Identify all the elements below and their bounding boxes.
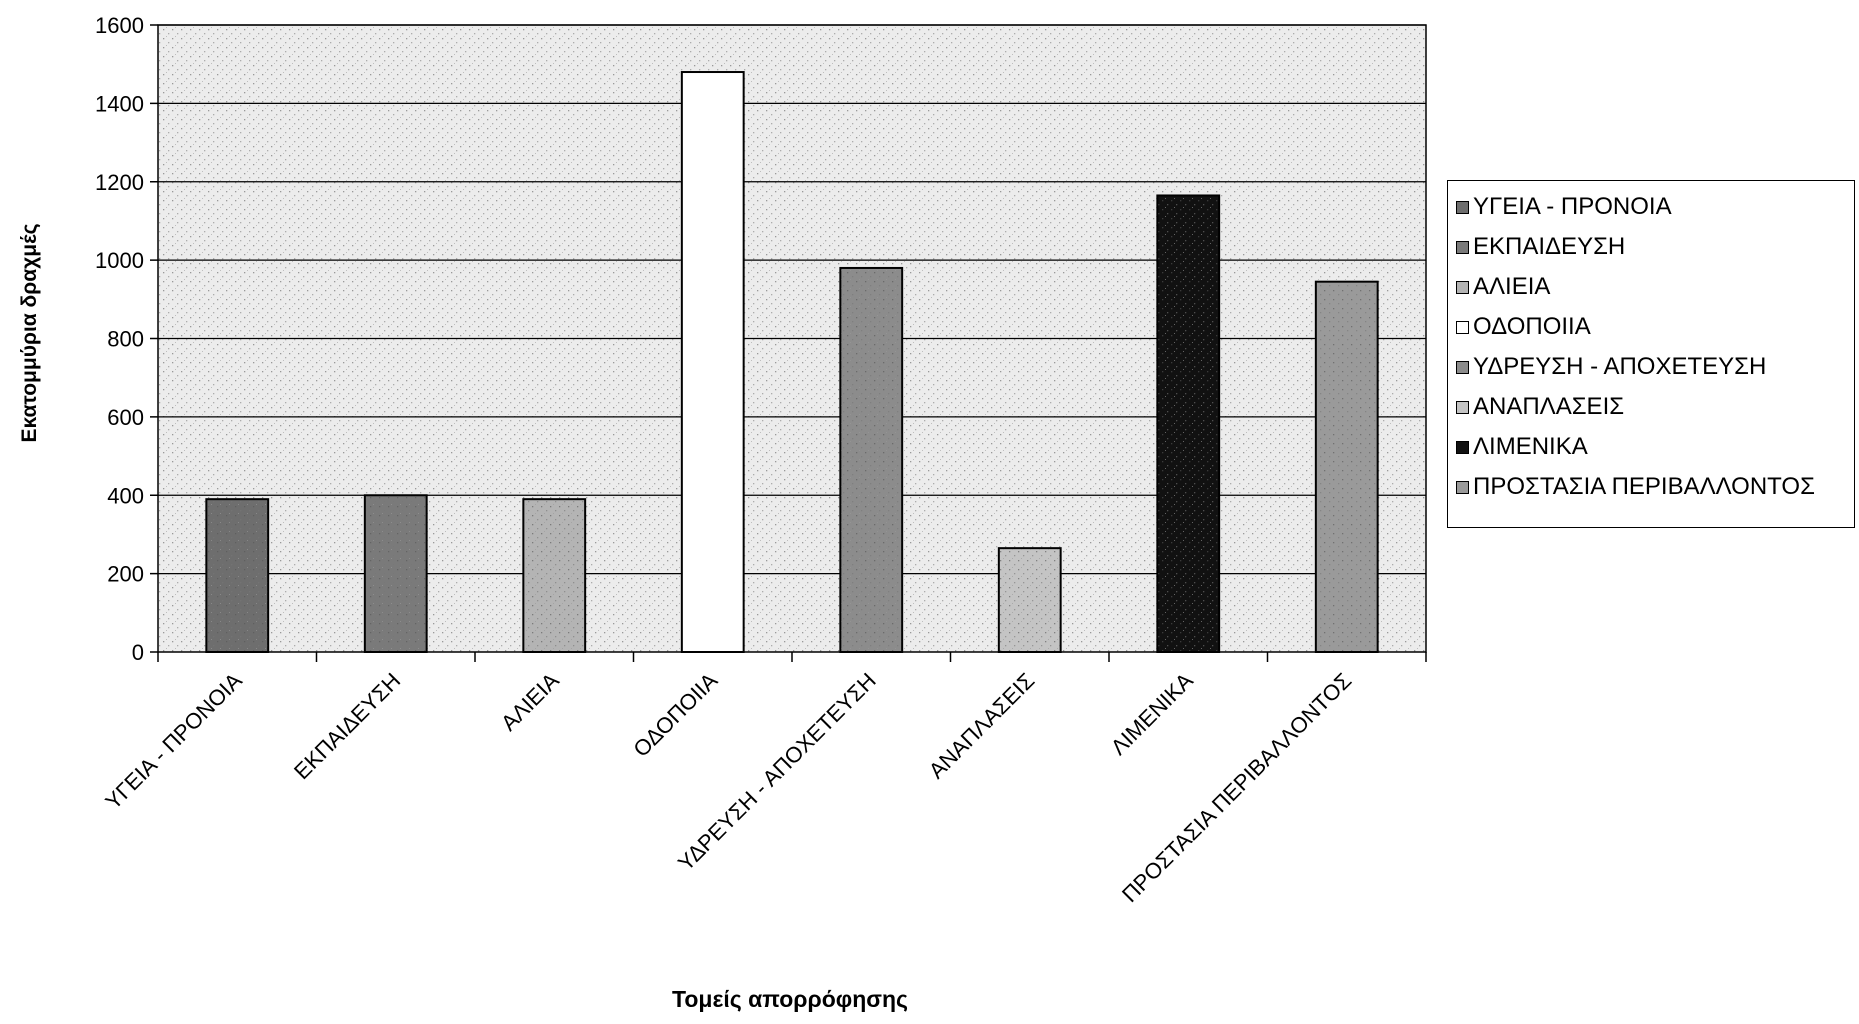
legend-swatch: [1456, 200, 1469, 214]
bar-texture: [841, 268, 902, 651]
legend-swatch: [1456, 480, 1469, 494]
legend-item: ΠΡΟΣΤΑΣΙΑ ΠΕΡΙΒΑΛΛΟΝΤΟΣ: [1456, 467, 1854, 507]
bar-texture: [365, 496, 426, 651]
legend-swatch: [1456, 360, 1469, 374]
legend: ΥΓΕΙΑ - ΠΡΟΝΟΙΑ ΕΚΠΑΙΔΕΥΣΗ ΑΛΙΕΙΑ ΟΔΟΠΟΙΙΑ Υ…: [1447, 180, 1855, 528]
x-tick-labels: ΥΓΕΙΑ - ΠΡΟΝΟΙΑ ΕΚΠΑΙΔΕΥΣΗ ΑΛΙΕΙΑ ΟΔΟΠΟΙΙΑΥ…: [100, 668, 1356, 908]
bars: [205, 71, 1379, 654]
y-tick-label: 1000: [95, 248, 144, 273]
y-tick-label: 200: [107, 562, 144, 587]
y-tick-label: 400: [107, 483, 144, 508]
bar-texture: [207, 500, 268, 651]
x-tick-label: ΥΓΕΙΑ - ΠΡΟΝΟΙΑ: [100, 668, 247, 815]
legend-label: ΟΔΟΠΟΙΙΑ: [1473, 313, 1591, 340]
bar-texture: [1316, 282, 1377, 651]
x-tick-label: ΑΛΙΕΙΑ: [496, 668, 564, 736]
x-tick-label: ΕΚΠΑΙΔΕΥΣΗ: [289, 668, 405, 784]
legend-item: ΟΔΟΠΟΙΙΑ: [1456, 307, 1854, 347]
x-tick-label: ΛΙΜΕΝΙΚΑ: [1106, 668, 1198, 760]
y-tick-label: 800: [107, 327, 144, 352]
legend-item: ΑΝΑΠΛΑΣΕΙΣ: [1456, 387, 1854, 427]
x-tick-label: ΑΝΑΠΛΑΣΕΙΣ: [924, 668, 1040, 784]
legend-label: ΥΔΡΕΥΣΗ - ΑΠΟΧΕΤΕΥΣΗ: [1473, 353, 1767, 380]
bar-texture: [524, 500, 585, 651]
legend-swatch: [1456, 240, 1469, 254]
y-tick-label: 1200: [95, 170, 144, 195]
y-tick-label: 600: [107, 405, 144, 430]
x-axis-title: Τομείς απορρόφησης: [672, 986, 908, 1012]
axes: [150, 24, 1427, 662]
legend-item: ΥΓΕΙΑ - ΠΡΟΝΟΙΑ: [1456, 187, 1854, 227]
bar-texture: [999, 549, 1060, 651]
legend-swatch: [1456, 400, 1469, 414]
y-axis-title: Εκατομμύρια δραχμές: [18, 223, 41, 442]
legend-label: ΑΛΙΕΙΑ: [1473, 273, 1551, 300]
y-tick-label: 1600: [95, 13, 144, 38]
y-tick-label: 1400: [95, 91, 144, 116]
legend-label: ΑΝΑΠΛΑΣΕΙΣ: [1473, 393, 1625, 420]
bar: [680, 71, 745, 653]
legend-swatch: [1456, 320, 1469, 334]
legend-item: ΥΔΡΕΥΣΗ - ΑΠΟΧΕΤΕΥΣΗ: [1456, 347, 1854, 387]
legend-label: ΠΡΟΣΤΑΣΙΑ ΠΕΡΙΒΑΛΛΟΝΤΟΣ: [1473, 473, 1815, 500]
legend-label: ΕΚΠΑΙΔΕΥΣΗ: [1473, 233, 1626, 260]
legend-label: ΛΙΜΕΝΙΚΑ: [1473, 433, 1588, 460]
plot-border: [157, 24, 1427, 653]
legend-swatch: [1456, 280, 1469, 294]
legend-item: ΑΛΙΕΙΑ: [1456, 267, 1854, 307]
legend-label: ΥΓΕΙΑ - ΠΡΟΝΟΙΑ: [1473, 193, 1672, 220]
y-tick-labels: 0 200 400 600 800 1000 1200 1400 1600: [95, 13, 144, 665]
y-tick-label: 0: [132, 640, 144, 665]
legend-swatch: [1456, 440, 1469, 454]
bar-texture: [1158, 196, 1219, 651]
legend-item: ΛΙΜΕΝΙΚΑ: [1456, 427, 1854, 467]
x-tick-label: ΟΔΟΠΟΙΙΑ: [628, 668, 722, 762]
legend-item: ΕΚΠΑΙΔΕΥΣΗ: [1456, 227, 1854, 267]
